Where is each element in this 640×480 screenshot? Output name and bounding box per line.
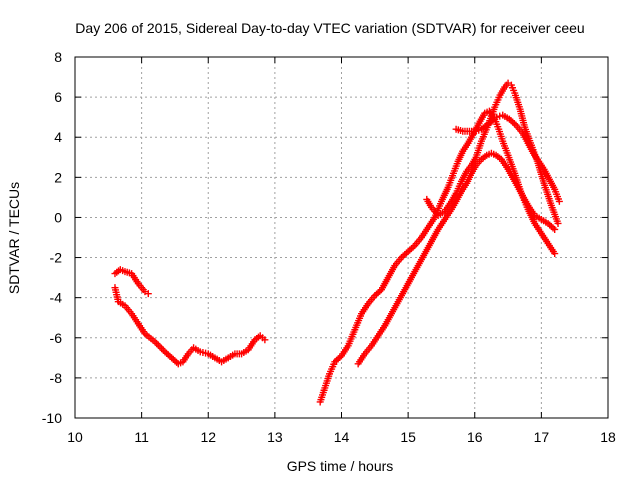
y-tick-label: 6: [54, 89, 62, 105]
data-point-fill: [158, 344, 166, 352]
data-point: [555, 197, 563, 205]
data-point: [144, 290, 152, 298]
data-point: [554, 219, 562, 227]
data-point-fill: [159, 346, 167, 354]
data-point: [551, 225, 559, 233]
y-tick-label: 8: [54, 49, 62, 65]
x-tick-label: 17: [534, 429, 550, 445]
plot-frame: [74, 56, 609, 419]
series-arc-1: [111, 266, 152, 298]
x-tick-label: 11: [134, 429, 149, 445]
data-point-fill: [156, 343, 164, 351]
series-arc-3: [316, 107, 559, 406]
data-point: [261, 336, 269, 344]
x-tick-label: 15: [400, 429, 416, 445]
x-tick-label: 10: [67, 429, 83, 445]
x-tick-label: 14: [334, 429, 350, 445]
y-tick-label: 0: [54, 209, 62, 225]
x-tick-label: 16: [467, 429, 483, 445]
y-tick-label: -10: [42, 410, 62, 426]
data-points: [111, 79, 563, 406]
y-tick-label: -8: [50, 370, 63, 386]
tick-labels: 10 11 12 13 14 15 16 17 18 -10 -8 -6 -4 -2 0 2 4 6 8: [42, 49, 616, 445]
y-tick-label: -6: [50, 330, 63, 346]
series-arc-6: [452, 111, 563, 205]
y-tick-label: 2: [54, 169, 62, 185]
series-arc-2: [111, 284, 269, 368]
x-tick-label: 13: [267, 429, 283, 445]
y-axis-label: SDTVAR / TECUs: [6, 182, 22, 294]
x-tick-label: 12: [200, 429, 216, 445]
y-tick-label: -2: [50, 250, 63, 266]
data-point-fill: [153, 339, 161, 347]
y-tick-label: -4: [50, 290, 63, 306]
chart-title: Day 206 of 2015, Sidereal Day-to-day VTE…: [75, 20, 584, 36]
grid: [75, 57, 608, 418]
x-axis-label: GPS time / hours: [287, 458, 394, 474]
data-point-fill: [154, 341, 162, 349]
series-arc-4: [354, 149, 559, 368]
x-tick-label: 18: [600, 429, 616, 445]
data-point: [551, 250, 559, 258]
y-tick-label: 4: [54, 129, 62, 145]
